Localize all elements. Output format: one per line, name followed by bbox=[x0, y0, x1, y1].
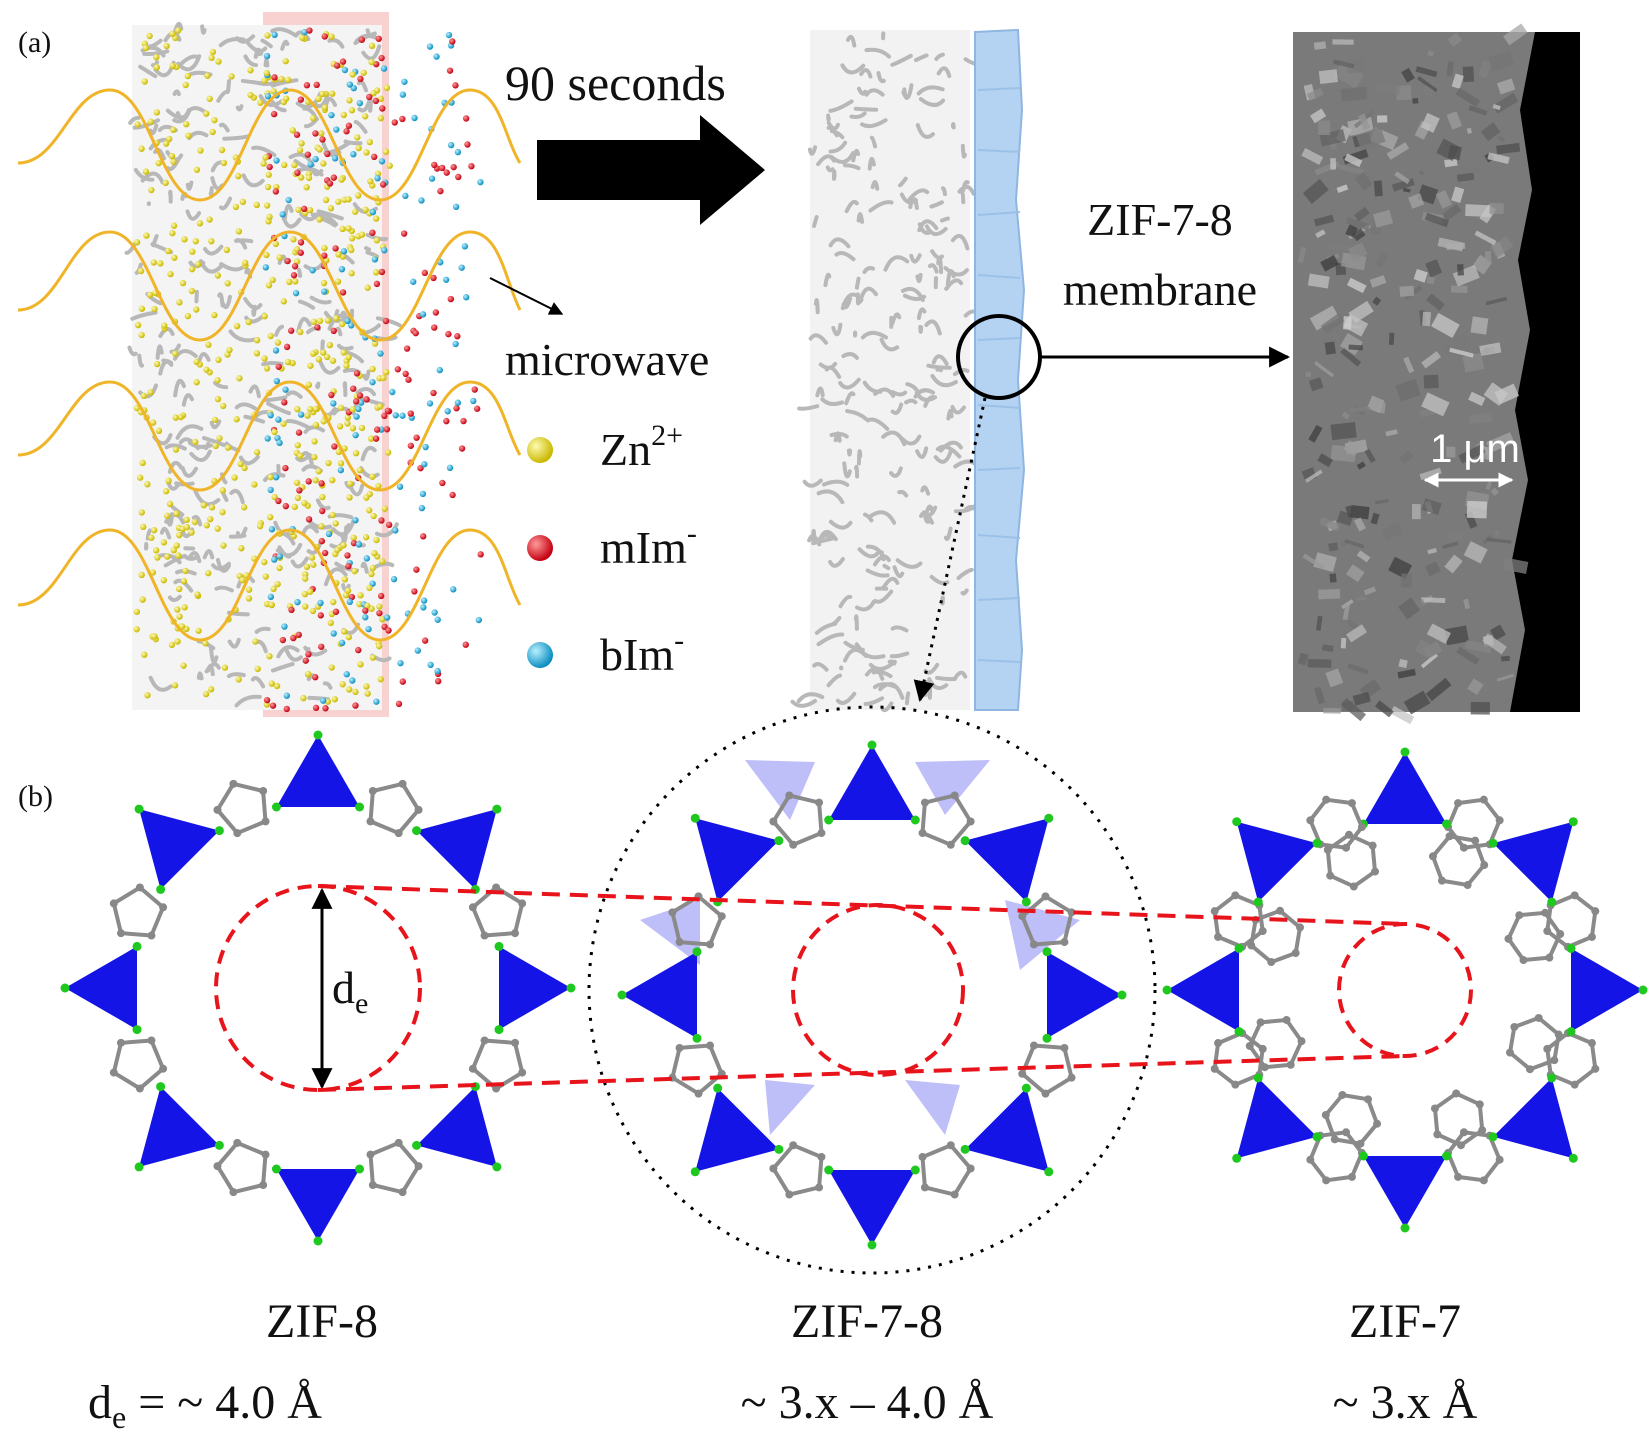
sem-cross-section-image: 1 μm bbox=[1293, 23, 1580, 725]
zif8-name: ZIF-8 bbox=[266, 1295, 378, 1348]
scale-bar-label: 1 μm bbox=[1430, 427, 1520, 471]
zoomed-structure-circle bbox=[587, 705, 1157, 1275]
legend: Zn2+ mIm- bIm- bbox=[527, 419, 697, 680]
zif8-pore bbox=[214, 884, 422, 1092]
membrane-label-line1: ZIF-7-8 bbox=[1087, 194, 1233, 245]
legend-bim-marker bbox=[527, 642, 553, 668]
pore-tangent-top bbox=[317, 884, 1406, 926]
support-pore-texture-after bbox=[790, 31, 990, 713]
zif78-name: ZIF-7-8 bbox=[791, 1295, 943, 1348]
legend-mim-label: mIm- bbox=[600, 517, 697, 573]
legend-bim-label: bIm- bbox=[600, 624, 684, 680]
zif78-pore-size: ~ 3.x – 4.0 Å bbox=[741, 1376, 994, 1429]
legend-zn-marker bbox=[527, 437, 553, 463]
process-arrow bbox=[537, 115, 765, 225]
zif-structures bbox=[60, 730, 1648, 1250]
panel-b-label: (b) bbox=[18, 780, 53, 813]
membrane-label-line2: membrane bbox=[1063, 264, 1257, 315]
legend-zn-label: Zn2+ bbox=[600, 419, 683, 475]
microwave-label: microwave bbox=[505, 334, 709, 385]
structure-pointer-arrow bbox=[913, 397, 987, 703]
zif7-pore bbox=[1337, 922, 1473, 1058]
zif7-name: ZIF-7 bbox=[1349, 1295, 1461, 1348]
pore-tangent-bottom bbox=[317, 1054, 1406, 1092]
zif78-pore bbox=[791, 903, 965, 1077]
microwave-pointer-arrow bbox=[489, 277, 564, 315]
zif7-pore-size: ~ 3.x Å bbox=[1333, 1376, 1478, 1429]
legend-mim-marker bbox=[527, 535, 553, 561]
zif78-background-tetrahedra bbox=[640, 760, 1080, 1135]
microwave-waves bbox=[17, 88, 522, 642]
process-time-label: 90 seconds bbox=[505, 55, 726, 111]
panel-a-label: (a) bbox=[18, 26, 51, 59]
zif-membrane-layer bbox=[974, 28, 1026, 711]
de-label: de bbox=[332, 962, 368, 1020]
zif8-pore-size: de = ~ 4.0 Å bbox=[88, 1376, 322, 1435]
